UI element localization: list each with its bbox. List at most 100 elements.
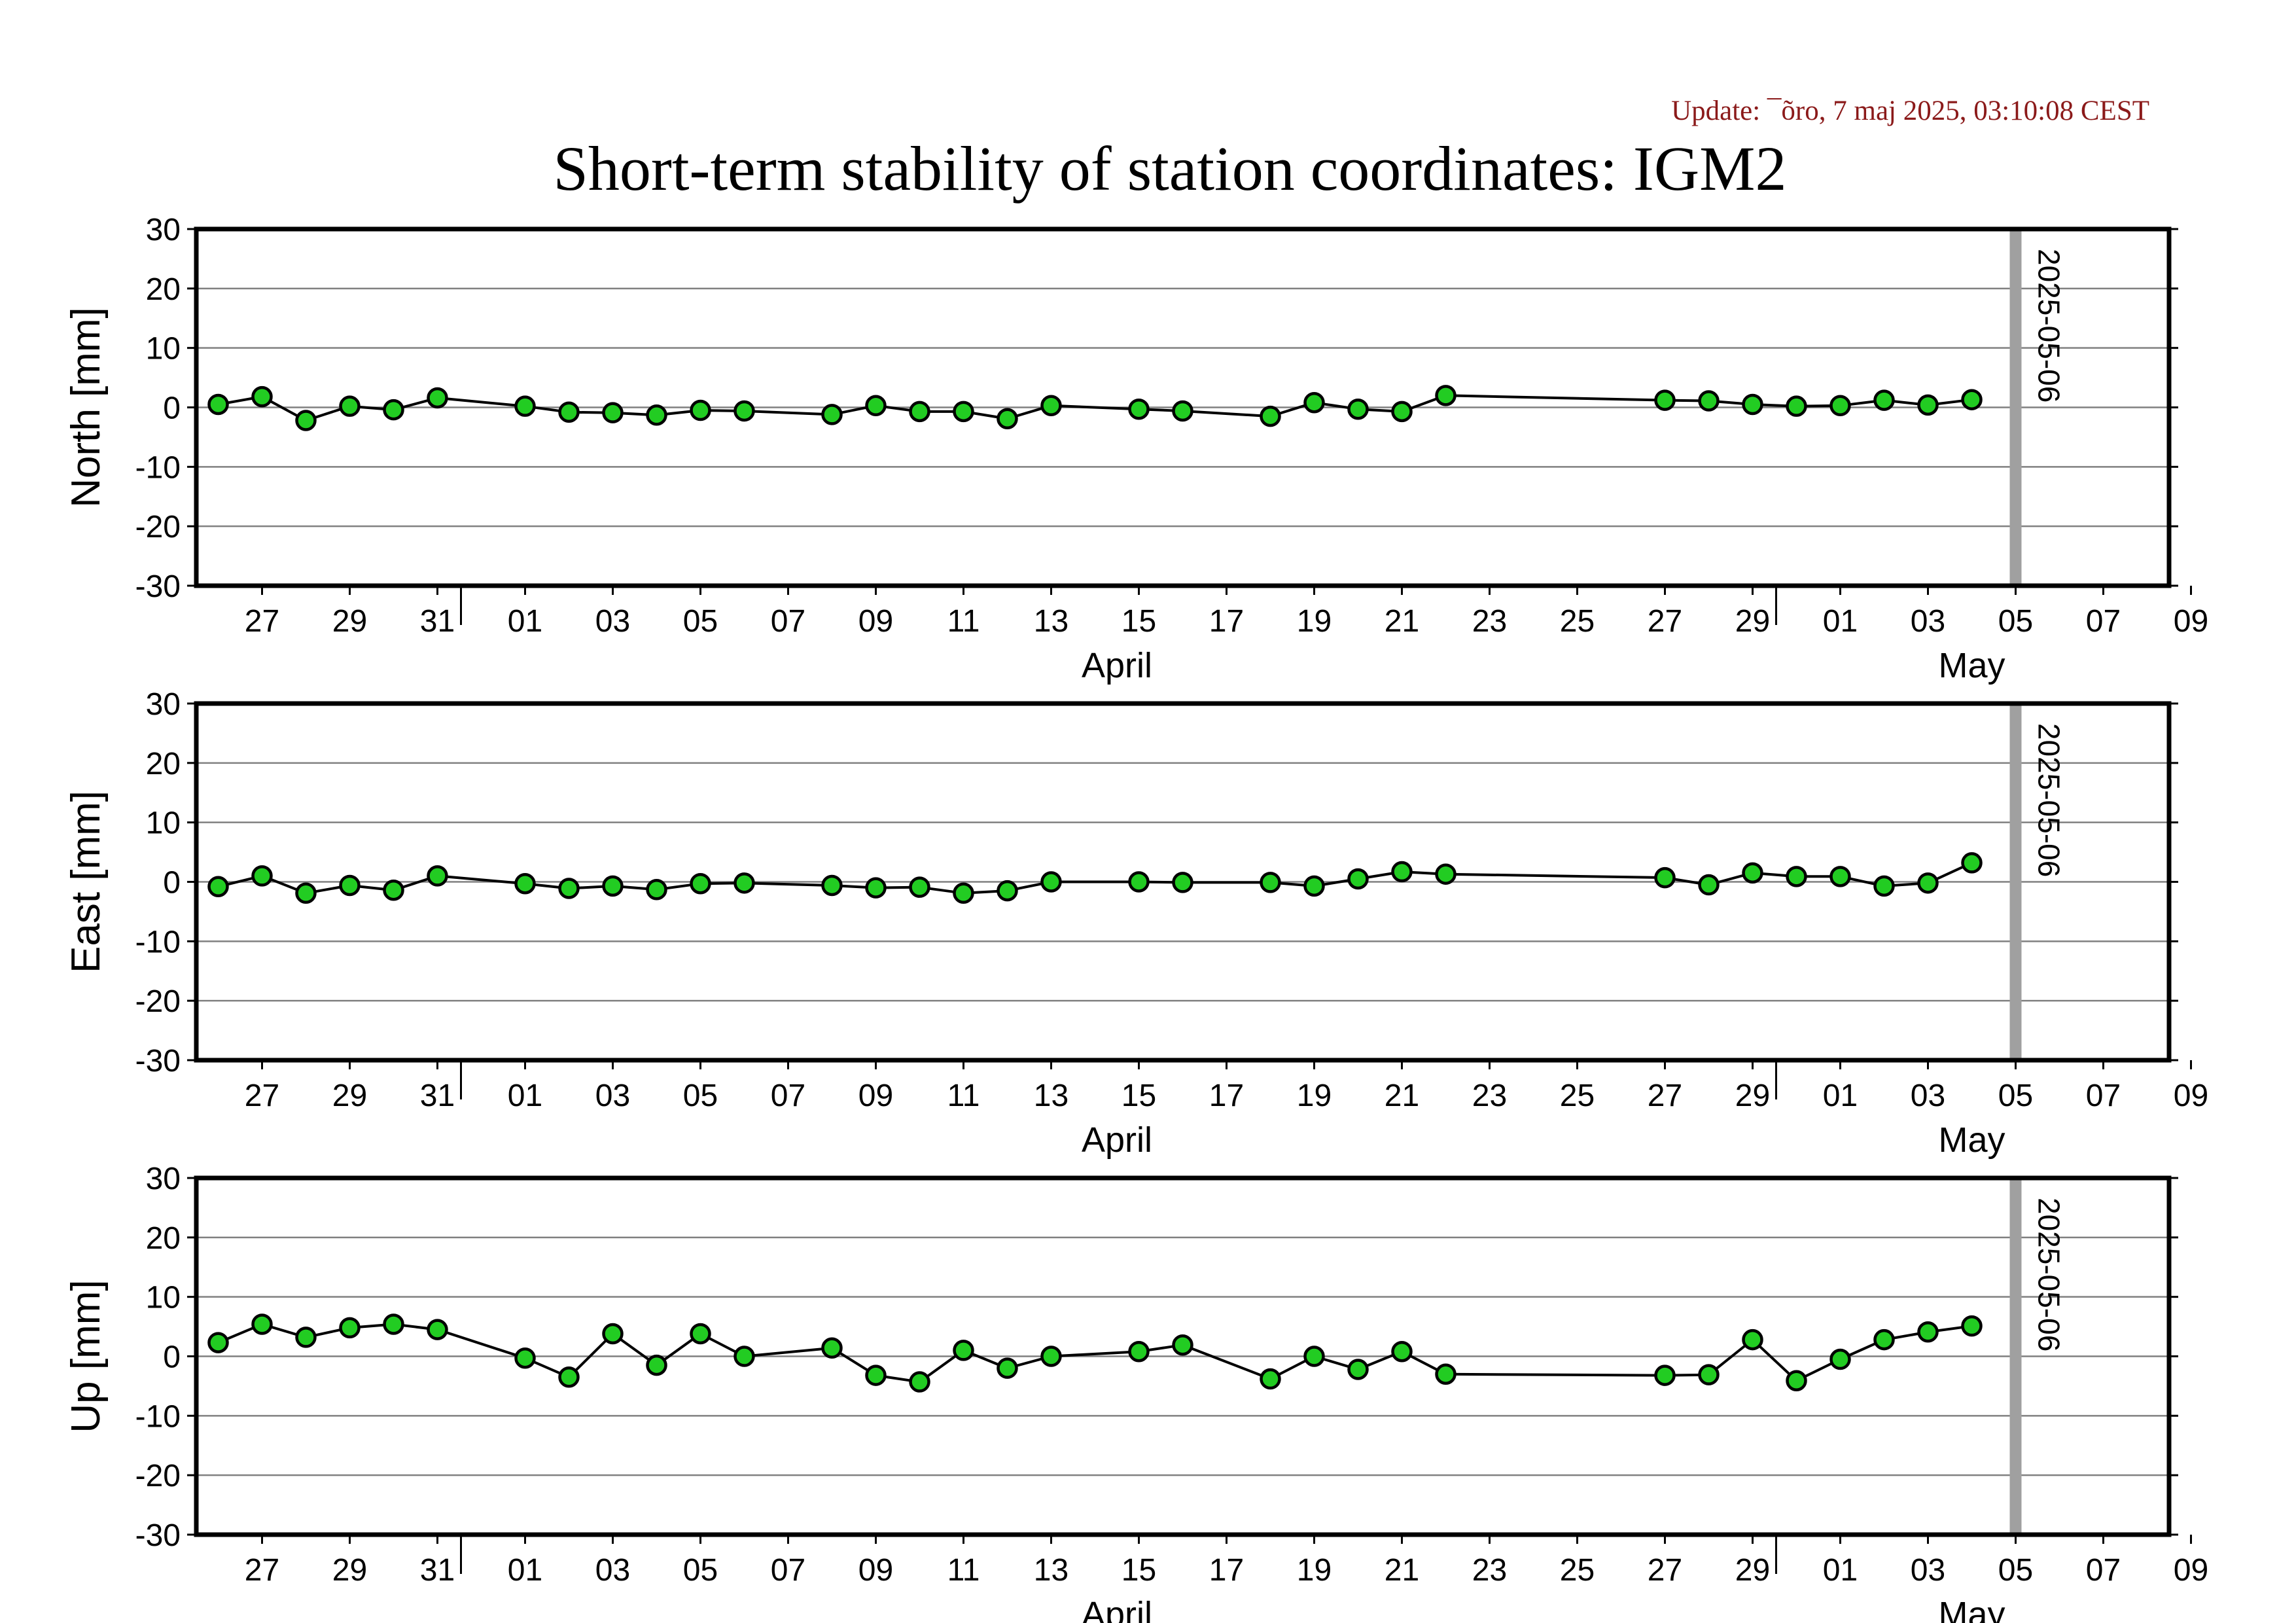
data-point [1654,866,1676,889]
data-point [207,393,229,416]
x-tick-label: 21 [1385,1079,1419,1113]
data-point [646,404,667,426]
x-tick-label: 01 [1823,1553,1858,1588]
data-point [821,404,843,425]
data-point [383,1313,404,1335]
y-tick-label: 20 [146,272,181,307]
x-tick-label: 09 [858,604,893,639]
data-point [733,400,755,422]
data-point [339,395,361,417]
x-tick-label: 25 [1560,1079,1595,1113]
data-point [1698,1364,1720,1385]
x-tick-label: 19 [1297,1553,1332,1588]
data-point [1917,394,1939,416]
x-tick-label: 01 [1823,604,1858,639]
data-point [1435,863,1457,885]
x-tick-label: 29 [332,604,367,639]
date-marker-label: 2025-05-06 [2032,723,2066,877]
data-point [1040,1346,1062,1367]
x-tick-label: 29 [1735,1079,1770,1113]
x-tick-label: 05 [1998,604,2033,639]
y-tick-label: -20 [135,984,181,1019]
x-tick-label: 07 [2086,1079,2121,1113]
x-tick-label: 29 [332,1079,367,1113]
panels: 2025-05-06 -30 -20 -10 01 0 20 30 North [mm] 27 29… [63,213,2208,1623]
x-tick-label: 23 [1472,1079,1507,1113]
data-point [1786,395,1807,417]
data-point [295,410,317,431]
x-tick-label: 11 [947,1553,980,1588]
x-tick-label: 27 [1648,1079,1682,1113]
data-point [295,882,317,904]
y-tick-label: 0 [163,866,181,901]
x-tick-label: 19 [1297,1079,1332,1113]
x-tick-label: 09 [858,1553,893,1588]
data-point [514,1347,536,1369]
date-marker-label: 2025-05-06 [2032,1198,2066,1351]
x-tick-label: 05 [683,1553,718,1588]
data-point [558,1366,580,1388]
data-point [1742,1329,1763,1351]
x-tick-label: 07 [771,1079,805,1113]
x-tick-label: 19 [1297,604,1332,639]
data-point [953,882,974,904]
month-label: April [1082,646,1152,685]
data-point [1742,862,1763,884]
x-tick-label: 27 [245,1553,279,1588]
x-tick-label: 21 [1385,1553,1419,1588]
data-point [1698,874,1720,896]
month-label: April [1082,1120,1152,1160]
data-point [339,874,361,897]
data-point [865,395,887,417]
y-tick-label: -30 [135,569,181,604]
data-point [1303,1346,1325,1367]
data-point [427,865,448,887]
x-tick-label: 17 [1209,604,1244,639]
x-tick-label: 03 [1911,1553,1945,1588]
data-point [1347,868,1369,890]
x-tick-label: 07 [771,604,805,639]
x-tick-label: 11 [947,1079,980,1113]
y-tick-label: 0 [163,391,181,426]
y-axis-title: Up [mm] [63,1279,109,1433]
x-tick-label: 03 [595,604,630,639]
x-tick-label: 01 [1823,1079,1858,1113]
data-point [1128,1340,1150,1363]
data-point [1260,1368,1281,1390]
x-tick-label: 27 [1648,1553,1682,1588]
x-tick-label: 31 [420,1553,455,1588]
data-point [251,1313,273,1335]
data-point [602,402,624,423]
x-tick-label: 03 [595,1079,630,1113]
plot-frame [194,226,2172,588]
data-point [251,865,273,887]
x-tick-label: 29 [332,1553,367,1588]
data-point [1786,866,1807,887]
plot-frame [194,701,2172,1063]
data-point [953,1340,974,1361]
data-point [690,872,711,895]
x-tick-label: 03 [595,1553,630,1588]
data-point [558,401,580,423]
data-point [997,880,1018,902]
x-tick-label: 29 [1735,604,1770,639]
x-tick-label: 09 [2174,604,2208,639]
data-point [383,399,404,421]
data-point [383,879,404,901]
data-point [1172,872,1193,893]
y-axis-title: North [mm] [63,307,109,508]
data-point [1786,1370,1807,1391]
y-tick-label: 30 [146,213,181,247]
chart-title: Short-term stability of station coordina… [553,134,1786,204]
x-tick-label: 13 [1034,1553,1069,1588]
data-point [427,1319,448,1340]
y-tick-label: -10 [135,450,181,485]
data-point [1961,1315,1983,1337]
data-point [1391,401,1413,423]
data-point [514,395,536,417]
data-point [1873,1329,1895,1351]
data-point [1698,390,1720,412]
plot-frame [194,1175,2172,1537]
data-point [514,872,536,895]
